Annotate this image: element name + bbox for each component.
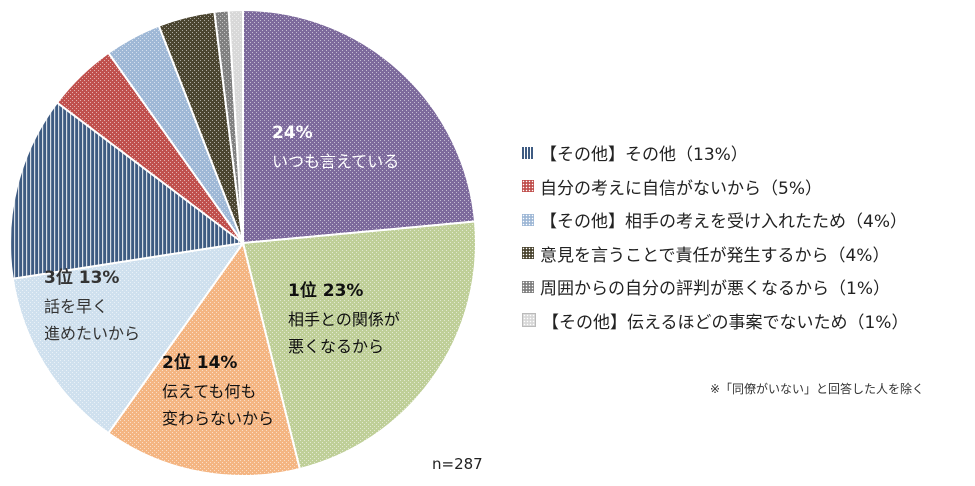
legend-label: 【その他】伝えるほどの事案でないため（1%） [542,312,909,333]
legend-label: 周囲からの自分の評判が悪くなるから（1%） [540,279,890,300]
legend-swatch [522,280,534,293]
legend-label: 【その他】その他（13%） [540,145,748,166]
slice-label-title: 24% [272,123,313,143]
sample-size: n=287 [432,455,483,473]
legend-item: 意見を言うことで責任が発生するから（4%） [522,237,908,271]
legend-swatch [522,213,534,226]
pie-slice [106,240,302,477]
pie-slice [9,101,246,280]
pie-slice [227,8,244,244]
footnote: ※「同僚がいない」と回答した人を除く [710,382,925,396]
slice-label-text: 進めたいから [44,324,140,343]
legend-item: 周囲からの自分の評判が悪くなるから（1%） [522,270,908,304]
pie-slice [11,241,246,435]
slice-label-text: いつも言えている [272,152,399,171]
legend-item: 【その他】伝えるほどの事案でないため（1%） [522,304,908,338]
slice-label-text: 伝えても何も [162,382,256,401]
legend-item: 【その他】相手の考えを受け入れたため（4%） [522,203,908,237]
slice-label-text: 悪くなるから [288,337,384,356]
legend-label: 【その他】相手の考えを受け入れたため（4%） [540,212,907,233]
legend-swatch [522,247,534,260]
pie-slices [9,8,477,477]
slice-label-text: 変わらないから [162,409,274,428]
slice-label-text: 相手との関係が [288,310,400,329]
slice-label-text: 話を早く [44,297,108,316]
legend-swatch [522,180,534,193]
pie-slice [242,8,477,245]
legend: 【その他】その他（13%） 自分の考えに自信がないから（5%） 【その他】相手の… [522,136,908,337]
legend-item: 【その他】その他（13%） [522,136,908,170]
slice-label-title: 2位 14% [162,352,237,373]
slice-label-title: 1位 23% [288,280,363,301]
legend-label: 自分の考えに自信がないから（5%） [540,178,822,199]
legend-item: 自分の考えに自信がないから（5%） [522,170,908,204]
slice-label-title: 3位 13% [44,267,119,288]
legend-swatch [522,313,536,328]
legend-label: 意見を言うことで責任が発生するから（4%） [540,245,890,266]
pie-slice [241,220,477,471]
legend-swatch [522,146,534,159]
